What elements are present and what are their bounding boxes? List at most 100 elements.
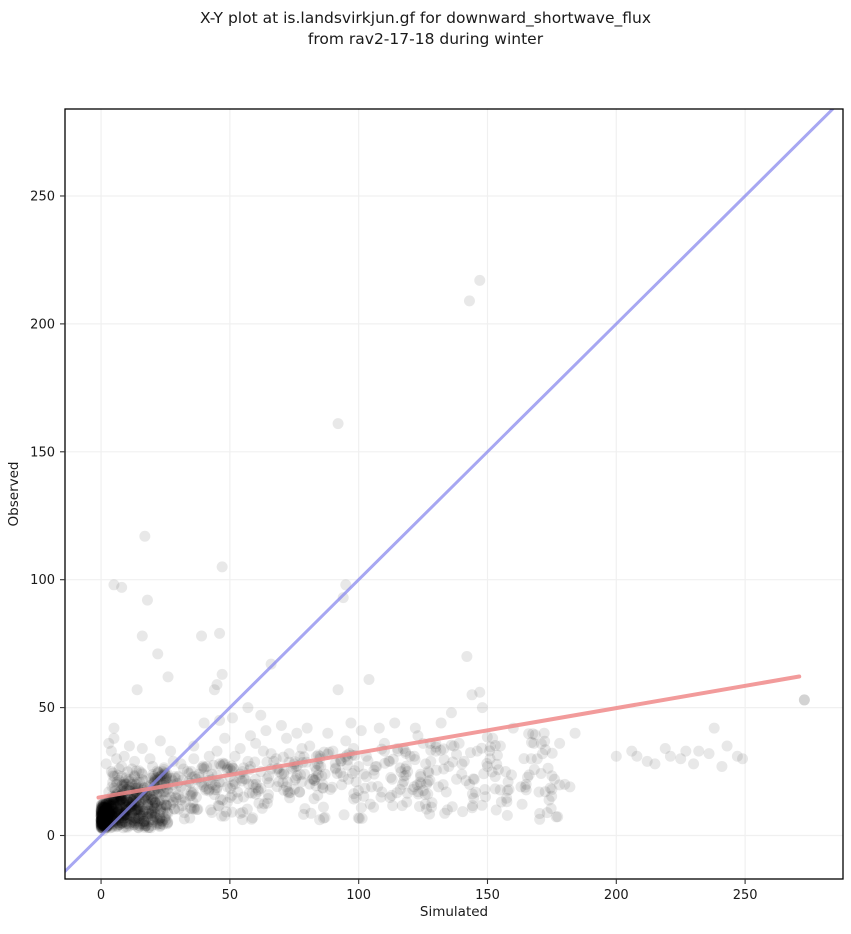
scatter-point xyxy=(244,788,255,799)
y-tick-label: 150 xyxy=(30,445,55,460)
scatter-point xyxy=(199,717,210,728)
scatter-point xyxy=(227,712,238,723)
scatter-point xyxy=(192,804,203,815)
scatter-point xyxy=(299,803,310,814)
scatter-point xyxy=(520,782,531,793)
scatter-point xyxy=(422,789,433,800)
scatter-point xyxy=(546,770,557,781)
scatter-point xyxy=(611,751,622,762)
scatter-point xyxy=(642,756,653,767)
scatter-point xyxy=(401,797,412,808)
scatter-point xyxy=(237,807,248,818)
scatter-point xyxy=(410,754,421,765)
scatter-point xyxy=(116,582,127,593)
scatter-point xyxy=(395,762,406,773)
scatter-point xyxy=(490,740,501,751)
scatter-point xyxy=(716,761,727,772)
scatter-point xyxy=(250,738,261,749)
regression-line xyxy=(98,677,799,798)
scatter-point xyxy=(155,735,166,746)
x-tick-label: 100 xyxy=(346,888,371,903)
scatter-point xyxy=(255,710,266,721)
scatter-point xyxy=(464,295,475,306)
scatter-point xyxy=(318,802,329,813)
scatter-point xyxy=(149,811,160,822)
scatter-point xyxy=(470,787,481,798)
scatter-point xyxy=(545,783,556,794)
scatter-point xyxy=(276,720,287,731)
scatter-point xyxy=(327,782,338,793)
figure-root: X-Y plot at is.landsvirkjun.gf for downw… xyxy=(0,0,851,934)
scatter-point xyxy=(570,728,581,739)
scatter-point xyxy=(255,783,266,794)
x-tick-label: 0 xyxy=(97,888,105,903)
scatter-point xyxy=(137,743,148,754)
scatter-point xyxy=(312,790,323,801)
scatter-point xyxy=(481,758,492,769)
scatter-point xyxy=(149,798,160,809)
scatter-point xyxy=(426,802,437,813)
scatter-point xyxy=(137,801,148,812)
scatter-point xyxy=(101,758,112,769)
scatter-point xyxy=(372,781,383,792)
scatter-point xyxy=(626,746,637,757)
scatter-point xyxy=(217,794,228,805)
scatter-point xyxy=(242,702,253,713)
scatter-point xyxy=(188,753,199,764)
scatter-point xyxy=(554,738,565,749)
y-tick-label: 0 xyxy=(47,829,55,844)
scatter-point xyxy=(476,743,487,754)
scatter-point xyxy=(368,802,379,813)
scatter-point xyxy=(333,684,344,695)
scatter-point xyxy=(165,746,176,757)
scatter-point xyxy=(374,723,385,734)
scatter-point xyxy=(544,795,555,806)
scatter-point xyxy=(340,735,351,746)
scatter-point xyxy=(675,753,686,764)
x-tick-label: 150 xyxy=(475,888,500,903)
scatter-point xyxy=(439,808,450,819)
scatter-point xyxy=(152,648,163,659)
scatter-point xyxy=(119,751,130,762)
scatter-point xyxy=(436,717,447,728)
scatter-point xyxy=(137,630,148,641)
scatter-point xyxy=(260,725,271,736)
scatter-point xyxy=(353,813,364,824)
scatter-point xyxy=(467,689,478,700)
scatter-point xyxy=(388,754,399,765)
scatter-point xyxy=(217,561,228,572)
scatter-point xyxy=(200,785,211,796)
scatter-point xyxy=(370,761,381,772)
scatter-point xyxy=(322,728,333,739)
scatter-point xyxy=(722,740,733,751)
scatter-point xyxy=(704,748,715,759)
y-axis-title: Observed xyxy=(6,462,22,527)
scatter-point xyxy=(468,773,479,784)
scatter-point xyxy=(259,798,270,809)
scatter-point xyxy=(491,759,502,770)
scatter-point xyxy=(122,766,133,777)
scatter-point xyxy=(477,702,488,713)
scatter-point xyxy=(339,809,350,820)
scatter-point xyxy=(333,418,344,429)
scatter-point xyxy=(564,781,575,792)
scatter-point xyxy=(415,778,426,789)
scatter-point xyxy=(517,799,528,810)
scatter-points-layer xyxy=(96,275,810,836)
x-tick-label: 250 xyxy=(733,888,758,903)
scatter-point xyxy=(491,804,502,815)
scatter-point xyxy=(482,731,493,742)
scatter-point xyxy=(478,768,489,779)
scatter-point xyxy=(96,817,107,828)
scatter-point xyxy=(217,669,228,680)
scatter-point xyxy=(272,781,283,792)
scatter-point xyxy=(214,628,225,639)
scatter-point xyxy=(465,747,476,758)
scatter-point xyxy=(660,743,671,754)
scatter-point xyxy=(281,733,292,744)
scatter-point xyxy=(554,779,565,790)
scatter-point xyxy=(709,723,720,734)
scatter-point xyxy=(184,813,195,824)
scatter-point xyxy=(438,779,449,790)
scatter-point xyxy=(457,806,468,817)
